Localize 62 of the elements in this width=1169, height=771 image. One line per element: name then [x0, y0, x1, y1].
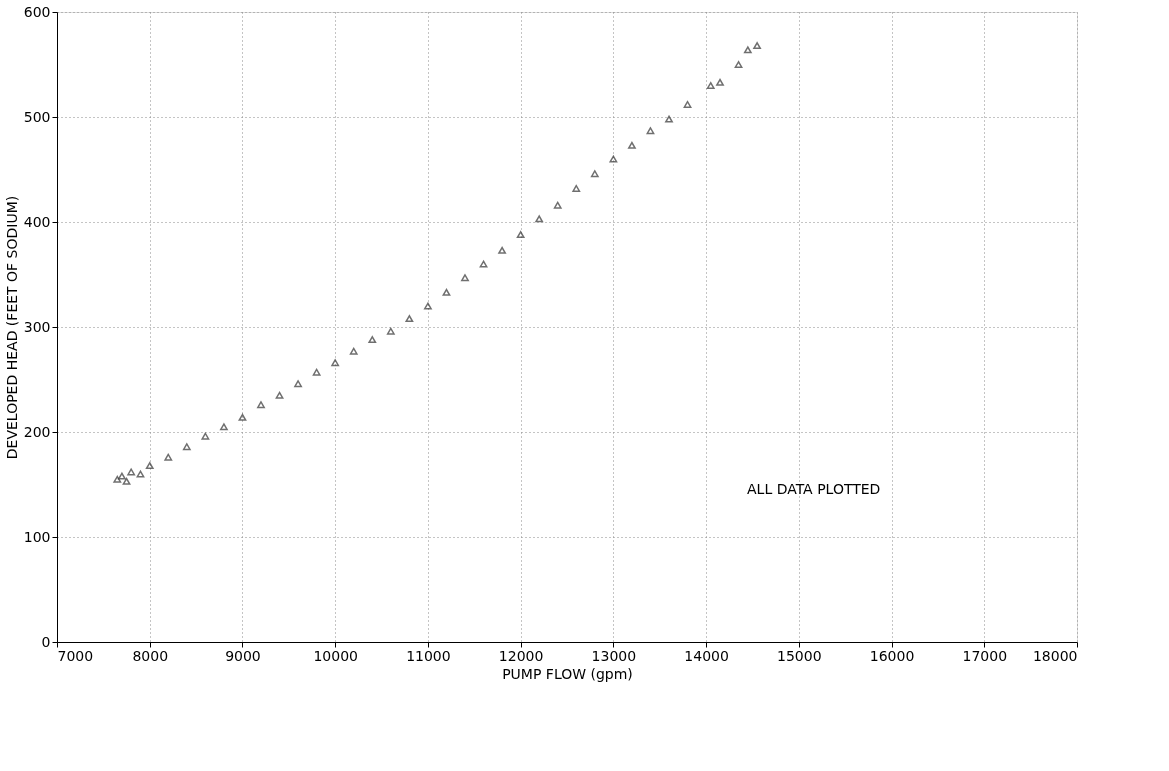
point [590, 170, 599, 178]
y-tick-label: 500 [23, 108, 51, 125]
x-tick-label: 7000 [57, 647, 94, 664]
point [220, 423, 228, 431]
point [553, 201, 562, 209]
x-tick-label: 17000 [962, 647, 1008, 664]
point [609, 155, 618, 163]
point [238, 413, 247, 421]
y-tick-label: 400 [23, 213, 51, 230]
point [442, 288, 451, 296]
point [275, 391, 284, 399]
x-tick-label: 12000 [498, 647, 544, 664]
x-tick-label: 10000 [313, 647, 358, 664]
x-tick-label: 15000 [777, 647, 822, 664]
point [257, 401, 265, 409]
point [164, 453, 173, 461]
point [424, 302, 432, 310]
point [349, 347, 358, 355]
point [572, 184, 581, 192]
y-tick-label: 600 [23, 3, 51, 20]
point [683, 100, 692, 108]
x-tick-label: 9000 [225, 647, 261, 664]
x-tick-label: 14000 [684, 647, 729, 664]
point [479, 260, 488, 268]
x-tick-label: 16000 [869, 647, 915, 664]
point [312, 368, 321, 376]
point [461, 274, 469, 282]
point [405, 315, 414, 323]
point [516, 231, 525, 239]
point [665, 115, 673, 123]
point [734, 61, 743, 68]
point [743, 46, 752, 54]
y-tick-label: 0 [41, 633, 51, 650]
annotation: ALL DATA PLOTTED [747, 481, 881, 497]
x-tick-label: 11000 [406, 647, 451, 664]
point [182, 443, 191, 451]
point [628, 141, 636, 149]
point [331, 359, 340, 367]
point [136, 470, 145, 478]
point [127, 468, 136, 476]
point [201, 432, 210, 440]
point [122, 477, 131, 485]
point [294, 380, 302, 388]
y-axis-title: DEVELOPED HEAD (FEET OF SODIUM) [3, 195, 20, 460]
y-tick-label: 200 [23, 423, 51, 440]
point [498, 246, 506, 254]
point [118, 472, 126, 480]
point [145, 462, 154, 470]
point [368, 336, 377, 344]
point [646, 127, 655, 135]
point [535, 215, 544, 223]
x-tick-label: 13000 [591, 647, 637, 664]
point [716, 78, 724, 86]
x-axis-title: PUMP FLOW (gpm) [502, 665, 633, 682]
point [113, 475, 122, 483]
point [753, 42, 761, 50]
x-tick-label: 8000 [132, 647, 169, 664]
x-tick-label: 18000 [1032, 647, 1078, 664]
y-tick-label: 100 [23, 528, 51, 545]
y-tick-label: 300 [23, 318, 51, 335]
point [706, 82, 715, 89]
point [386, 327, 395, 335]
